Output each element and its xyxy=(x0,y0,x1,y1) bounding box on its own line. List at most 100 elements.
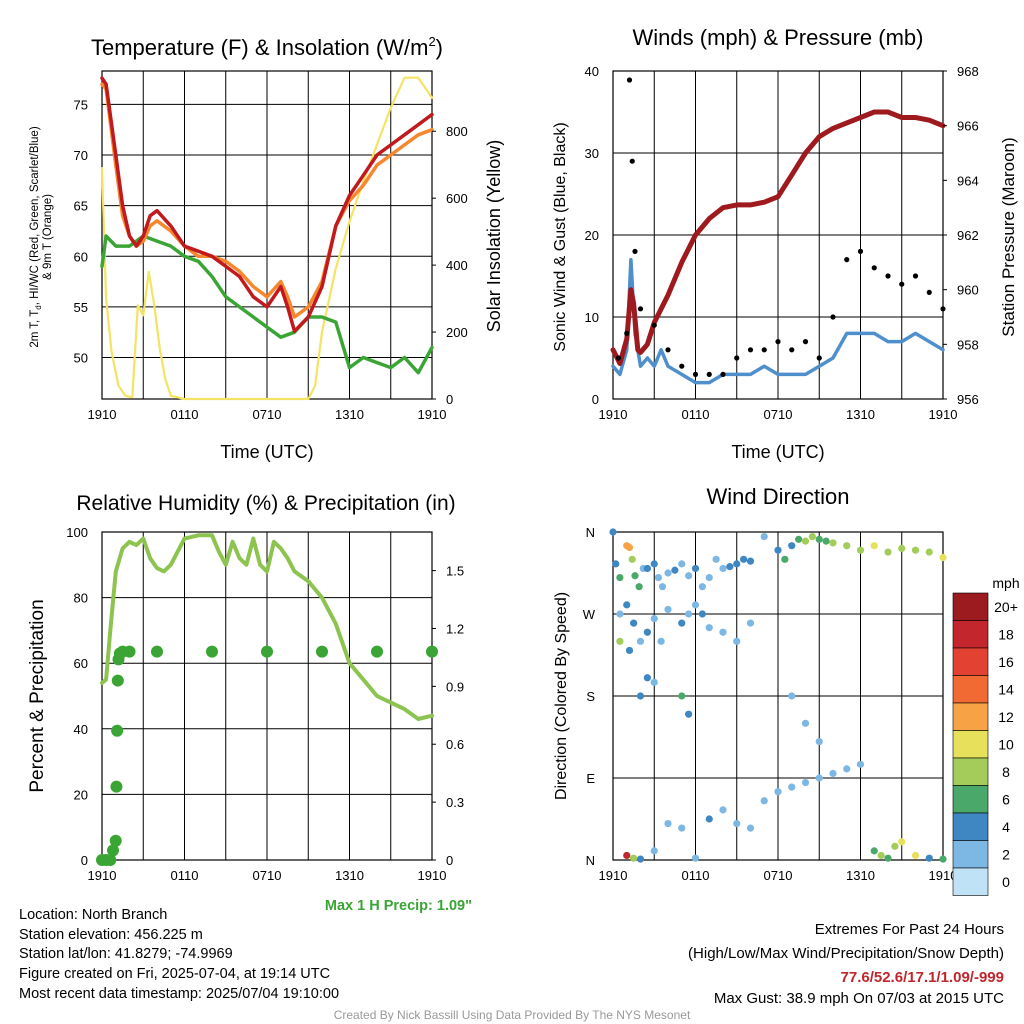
data-point xyxy=(912,273,919,279)
direction-point xyxy=(712,555,720,563)
colorbar-label: 6 xyxy=(1002,791,1010,807)
colorbar-label: 14 xyxy=(998,681,1014,697)
wind-direction-title: Wind Direction xyxy=(706,484,849,509)
direction-point xyxy=(719,806,727,814)
data-point xyxy=(107,844,119,857)
colorbar-swatch xyxy=(952,730,989,759)
data-point xyxy=(632,248,638,254)
direction-point xyxy=(664,819,672,828)
direction-point xyxy=(630,619,638,627)
colorbar-swatch xyxy=(952,840,989,869)
colorbar-label: 8 xyxy=(1002,764,1010,780)
data-point xyxy=(624,330,630,336)
data-point xyxy=(109,834,122,847)
direction-point xyxy=(628,555,636,563)
direction-point xyxy=(829,769,837,778)
speed-colorbar: 20+ 18 16 14 12 10 8 6 4 2 0 xyxy=(952,592,1018,896)
direction-point xyxy=(815,737,823,746)
direction-point xyxy=(898,838,906,846)
y2-tick-label: 960 xyxy=(957,283,979,298)
winds-x-label: Time (UTC) xyxy=(731,442,824,462)
direction-point xyxy=(678,619,686,627)
humidity-title: Relative Humidity (%) & Precipitation (i… xyxy=(76,492,455,515)
y2-tick-label: 0.6 xyxy=(446,737,464,752)
series-line xyxy=(611,257,945,385)
y2-tick-label: 968 xyxy=(957,64,979,79)
x-tick-label: 0110 xyxy=(171,868,199,883)
y-tick-label: 30 xyxy=(585,146,599,161)
colorbar-swatch xyxy=(952,702,989,731)
direction-point xyxy=(788,783,796,791)
y-tick-label: 80 xyxy=(74,591,88,606)
direction-point xyxy=(733,560,741,568)
y2-tick-label: 0 xyxy=(446,853,453,868)
data-point xyxy=(679,363,685,369)
series-line xyxy=(610,109,946,366)
direction-point xyxy=(685,710,693,718)
data-point xyxy=(816,355,822,361)
temperature-title: Temperature (F) & Insolation (W/m2) xyxy=(91,34,443,60)
direction-tick-label: S xyxy=(586,689,595,704)
colorbar-label: 10 xyxy=(998,736,1014,752)
data-point xyxy=(761,347,767,353)
direction-point xyxy=(856,546,865,554)
data-point xyxy=(626,77,633,83)
y-tick-label: 60 xyxy=(74,249,88,264)
direction-point xyxy=(643,674,651,682)
direction-point xyxy=(678,560,686,568)
direction-point xyxy=(654,573,662,582)
data-point xyxy=(371,645,383,658)
colorbar-label: 12 xyxy=(998,709,1014,725)
direction-point xyxy=(884,548,892,556)
x-tick-label: 1910 xyxy=(929,407,958,422)
wind-direction-points xyxy=(609,528,947,863)
direction-point xyxy=(609,528,617,536)
x-tick-label: 1910 xyxy=(88,868,117,883)
data-point xyxy=(651,322,657,328)
temperature-panel: Temperature (F) & Insolation (W/m2) 2m T… xyxy=(29,34,504,462)
direction-point xyxy=(623,851,631,860)
direction-point xyxy=(685,610,693,618)
data-point xyxy=(665,347,671,353)
series-line xyxy=(100,533,434,721)
direction-tick-label: E xyxy=(586,771,595,786)
y2-tick-label: 964 xyxy=(957,173,979,188)
credit-line: Created By Nick Bassill Using Data Provi… xyxy=(334,1008,691,1022)
temperature-x-label: Time (UTC) xyxy=(220,442,313,462)
extremes-gust: Max Gust: 38.9 mph On 07/03 at 2015 UTC xyxy=(713,990,1004,1007)
extremes-title: Extremes For Past 24 Hours xyxy=(814,921,1004,938)
y2-tick-label: 958 xyxy=(957,337,979,352)
data-point xyxy=(123,645,136,658)
colorbar-swatch xyxy=(952,647,989,676)
direction-point xyxy=(746,824,755,832)
data-point xyxy=(692,371,699,377)
direction-point xyxy=(843,765,851,773)
direction-point xyxy=(678,692,686,700)
direction-point xyxy=(870,847,878,855)
direction-point xyxy=(691,564,700,573)
x-tick-label: 0710 xyxy=(764,868,793,883)
y-tick-label: 55 xyxy=(74,300,88,315)
direction-point xyxy=(891,842,899,850)
humidity-panel: Relative Humidity (%) & Precipitation (i… xyxy=(27,492,472,914)
series-line xyxy=(100,76,434,401)
direction-tick-label: N xyxy=(586,853,595,868)
x-tick-label: 1910 xyxy=(599,407,628,422)
data-point xyxy=(747,347,754,353)
direction-point xyxy=(623,601,631,609)
y-tick-label: 20 xyxy=(585,228,599,243)
y-tick-label: 65 xyxy=(74,199,88,214)
y2-tick-label: 200 xyxy=(446,325,468,340)
direction-point xyxy=(664,569,672,577)
y2-tick-label: 400 xyxy=(446,258,468,273)
y-tick-label: 40 xyxy=(74,722,88,737)
y-tick-label: 100 xyxy=(66,525,88,540)
humidity-y-label: Percent & Precipitation xyxy=(27,599,48,792)
x-tick-label: 1910 xyxy=(599,868,628,883)
direction-point xyxy=(664,605,672,614)
direction-point xyxy=(939,553,947,562)
direction-point xyxy=(671,566,679,574)
direction-point xyxy=(719,628,727,636)
data-point xyxy=(775,339,781,345)
